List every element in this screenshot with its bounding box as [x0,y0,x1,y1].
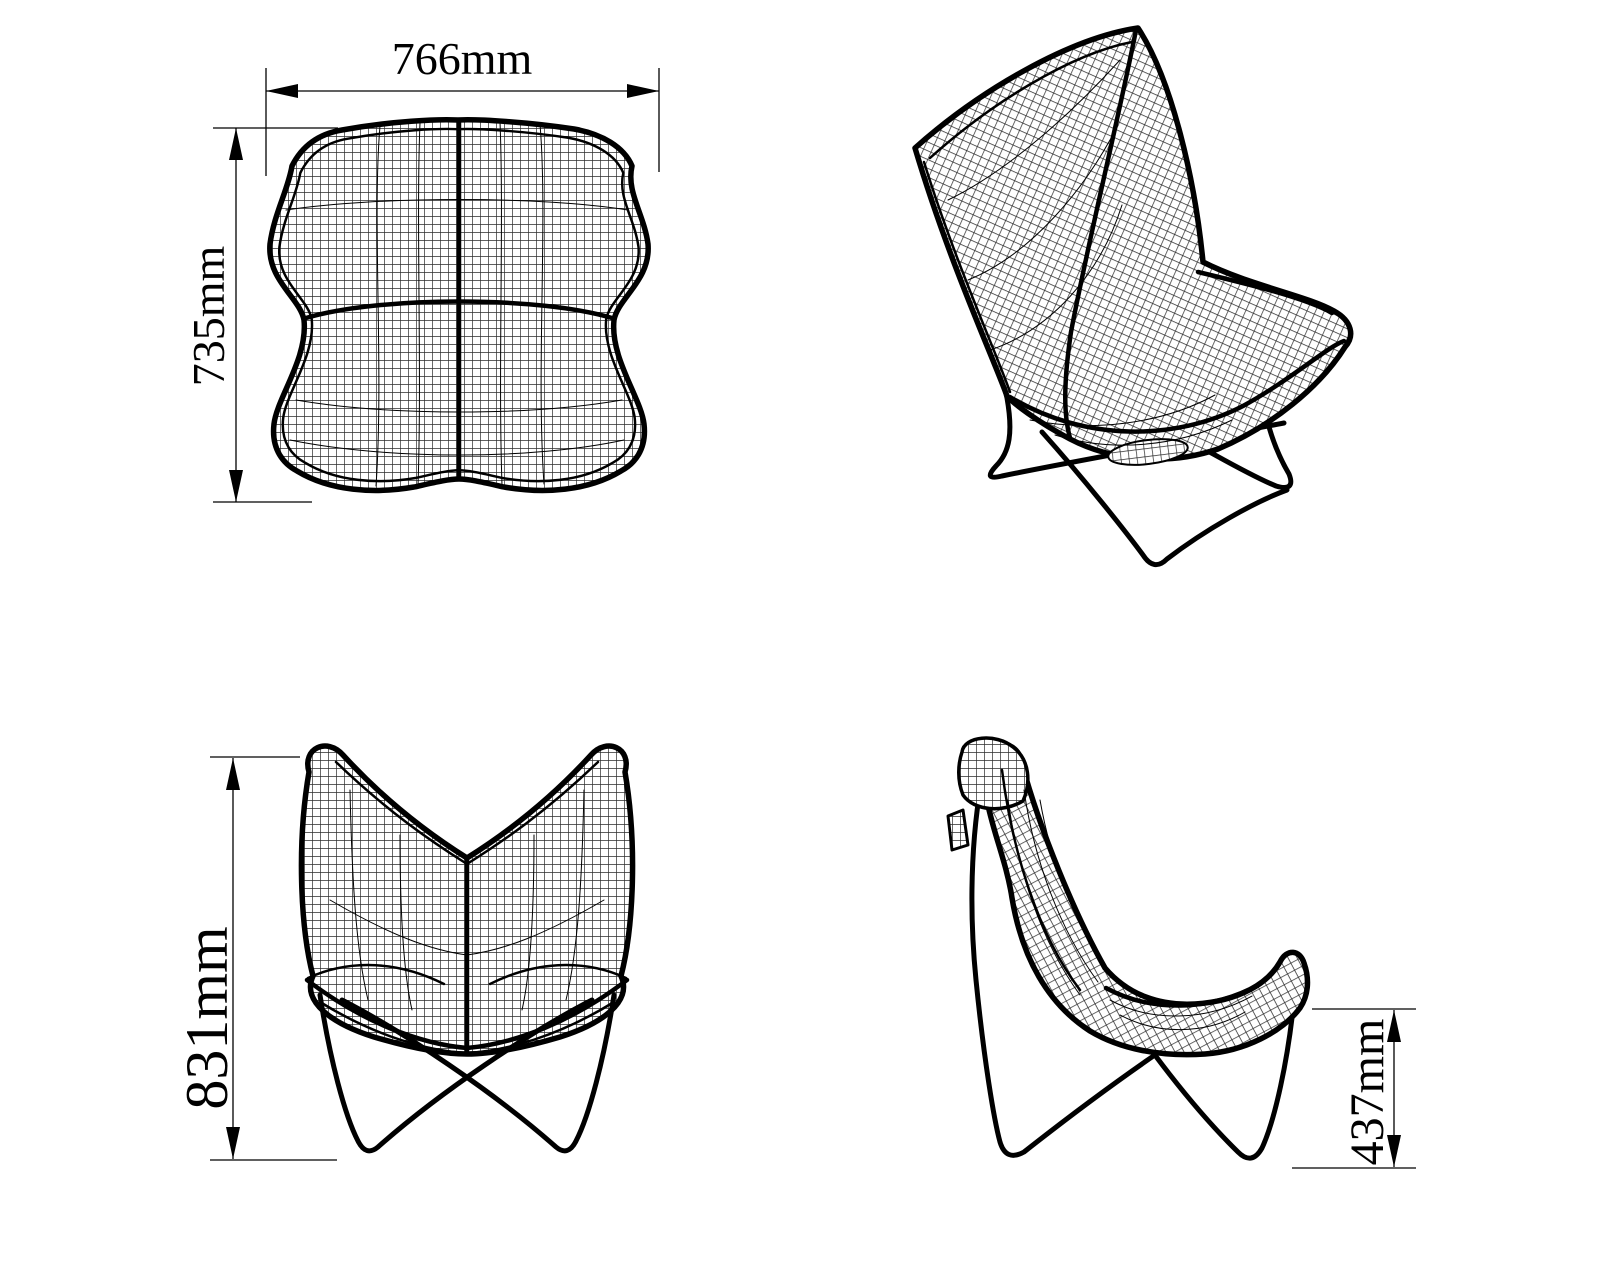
top-view [267,117,651,494]
mesh-flow-line [989,204,1123,351]
mesh-flow-line [967,124,1119,281]
perspective-center-seam [1063,27,1139,441]
top-view-fabric-inner-edge [278,127,640,483]
perspective-right-edge-band [1195,269,1335,316]
dim-seat-height-label: 437mm [1341,1019,1394,1166]
front-crescent-inner-right [465,760,600,866]
mesh-flow-line [1119,1011,1246,1031]
perspective-fabric-outline [912,25,1354,462]
perspective-seat-seam [1007,338,1347,434]
side-sling-edge-seam [1000,768,1082,992]
mesh-flow-line [539,123,545,485]
arrowhead-left [266,84,298,98]
mesh-flow-line [1109,995,1253,1017]
side-view [946,736,1311,1161]
perspective-view [912,25,1354,568]
arrowhead-down [226,1127,240,1159]
mesh-flow-line [329,899,468,956]
mesh-flow-line [349,789,369,1001]
mesh-flow-line [947,59,1121,201]
dimension-front-height: 831mm [174,756,337,1161]
arrowhead-down [1387,1135,1401,1167]
mesh-flow-line [466,899,605,956]
dimension-top-width: 766mm [265,33,660,176]
arrowhead-down [229,470,243,502]
side-frame-front-tube [1109,987,1297,1161]
mesh-flow-line [1054,419,1233,446]
mesh-flow-line [565,789,585,1001]
mesh-flow-line [289,439,625,456]
arrowhead-up [1387,1010,1401,1042]
front-frame-leg-left [317,992,595,1154]
mesh-flow-line [521,834,535,1011]
dim-depth-label: 735mm [183,246,234,387]
front-seat-band2-right [465,1000,616,1055]
mesh-flow-line [1007,799,1081,996]
mesh-flow-line [285,199,629,211]
front-frame-leg-right [339,992,617,1154]
dimension-top-depth: 735mm [183,127,338,503]
side-fabric-outline [981,741,1311,1058]
dim-width-label: 766mm [392,33,533,84]
side-headrest-cap [957,736,1030,811]
mesh-flow-line [1023,789,1099,983]
arrowhead-right [627,84,659,98]
side-fabric-flap [946,808,970,852]
mesh-flow-line [375,125,381,487]
front-view [298,743,636,1154]
mesh-flow-line [1029,394,1216,427]
dimension-side-seat-height: 437mm [1292,1008,1416,1169]
dim-height-label: 831mm [174,926,240,1109]
side-pocket-seam [1103,981,1263,1008]
arrowhead-up [229,128,243,160]
mesh-flow-line [417,122,421,487]
front-crescent-inner-left [334,760,469,866]
top-view-cross-seam [303,299,615,321]
mesh-flow-line [1039,799,1113,976]
arrowhead-up [226,758,240,790]
perspective-left-edge-inner [922,160,1012,394]
mesh-flow-line [295,399,623,413]
perspective-top-edge-inner [928,40,1134,160]
side-frame-back-tube [969,757,1293,1158]
front-wing-band-right [488,963,628,986]
frame-tube-front [1039,429,1290,568]
front-seat-band2-left [318,1000,469,1055]
mesh-flow-line [399,834,413,1011]
front-wing-band-left [306,963,446,986]
mesh-flow-line [499,121,503,486]
